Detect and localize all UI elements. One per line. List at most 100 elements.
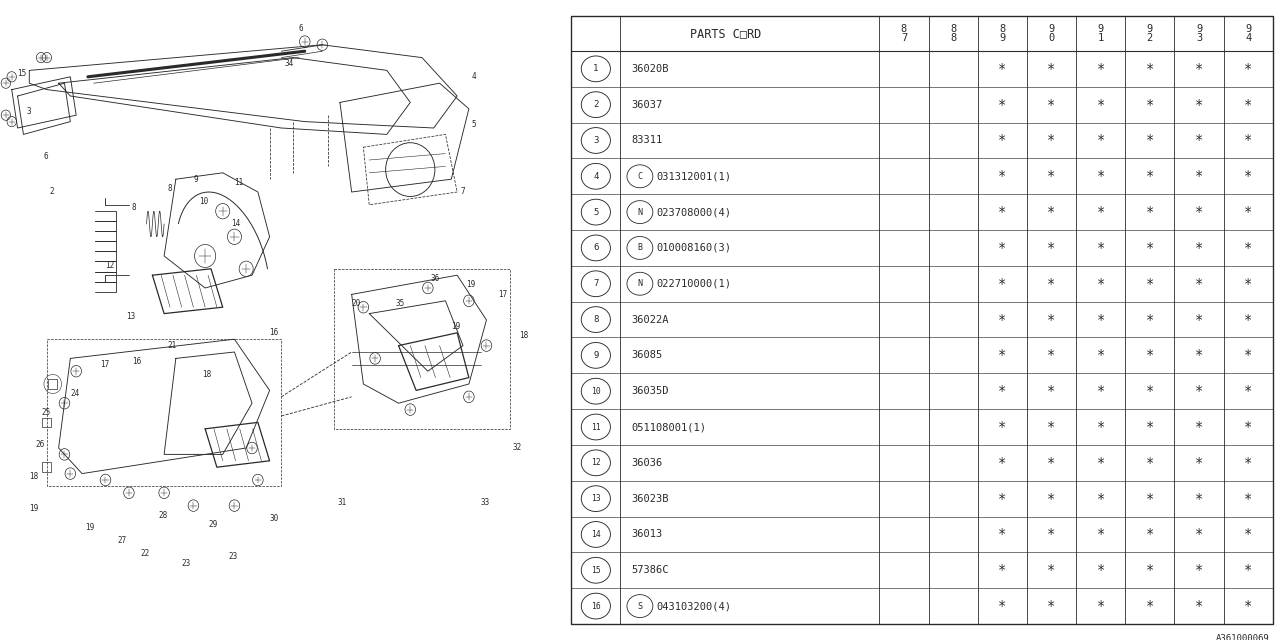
Text: 26: 26 xyxy=(35,440,45,449)
Text: 8: 8 xyxy=(901,24,908,34)
Text: *: * xyxy=(998,563,1006,577)
Text: 57386C: 57386C xyxy=(631,565,668,575)
Text: 36023B: 36023B xyxy=(631,493,668,504)
Text: 28: 28 xyxy=(159,511,168,520)
Text: *: * xyxy=(1194,312,1203,326)
Text: *: * xyxy=(1097,563,1105,577)
Text: *: * xyxy=(1146,98,1155,111)
Text: *: * xyxy=(998,98,1006,111)
Text: N: N xyxy=(637,207,643,216)
Text: *: * xyxy=(1047,98,1056,111)
Text: 18: 18 xyxy=(518,332,527,340)
Text: 11: 11 xyxy=(591,422,600,431)
Text: *: * xyxy=(998,348,1006,362)
Text: 9: 9 xyxy=(1245,24,1252,34)
Text: C: C xyxy=(637,172,643,180)
Text: *: * xyxy=(1047,527,1056,541)
Text: *: * xyxy=(1146,241,1155,255)
Text: N: N xyxy=(637,279,643,288)
Bar xyxy=(42,462,51,472)
Text: *: * xyxy=(1097,384,1105,398)
Text: 19: 19 xyxy=(466,280,475,289)
Text: *: * xyxy=(998,62,1006,76)
Text: *: * xyxy=(1097,492,1105,506)
Text: *: * xyxy=(998,492,1006,506)
Text: *: * xyxy=(1194,241,1203,255)
Text: 1: 1 xyxy=(593,65,599,74)
Text: 8: 8 xyxy=(1000,24,1005,34)
Text: *: * xyxy=(1194,420,1203,434)
Text: 4: 4 xyxy=(472,72,476,81)
Text: 4: 4 xyxy=(1245,33,1252,43)
Text: *: * xyxy=(1097,456,1105,470)
Text: 36022A: 36022A xyxy=(631,315,668,324)
Text: 2: 2 xyxy=(50,188,55,196)
Text: 13: 13 xyxy=(591,494,600,503)
Text: 4: 4 xyxy=(593,172,599,180)
Text: 36013: 36013 xyxy=(631,529,663,540)
Text: *: * xyxy=(1194,62,1203,76)
Text: *: * xyxy=(1097,241,1105,255)
Text: *: * xyxy=(1047,456,1056,470)
Text: 9: 9 xyxy=(593,351,599,360)
Text: 31: 31 xyxy=(337,498,347,507)
Text: *: * xyxy=(1097,348,1105,362)
Text: *: * xyxy=(1244,205,1252,219)
Text: 36035D: 36035D xyxy=(631,386,668,396)
Text: *: * xyxy=(1244,98,1252,111)
Text: 36036: 36036 xyxy=(631,458,663,468)
Text: 9: 9 xyxy=(1000,33,1005,43)
Text: A361000069: A361000069 xyxy=(1216,634,1270,640)
Text: 9: 9 xyxy=(1147,24,1153,34)
Text: *: * xyxy=(1244,456,1252,470)
Bar xyxy=(42,417,51,428)
Text: *: * xyxy=(1146,527,1155,541)
Text: *: * xyxy=(1047,492,1056,506)
Text: *: * xyxy=(1194,98,1203,111)
Text: 19: 19 xyxy=(29,504,38,513)
Text: *: * xyxy=(998,312,1006,326)
Text: *: * xyxy=(1146,170,1155,183)
Text: *: * xyxy=(1146,563,1155,577)
Text: *: * xyxy=(1047,563,1056,577)
Bar xyxy=(49,379,58,388)
Text: *: * xyxy=(1244,420,1252,434)
Text: 19: 19 xyxy=(452,322,461,331)
Text: *: * xyxy=(1194,456,1203,470)
Text: 031312001(1): 031312001(1) xyxy=(657,172,731,181)
Text: *: * xyxy=(998,420,1006,434)
Text: *: * xyxy=(1047,276,1056,291)
Text: 15: 15 xyxy=(591,566,600,575)
Text: 16: 16 xyxy=(270,328,279,337)
Text: *: * xyxy=(1146,420,1155,434)
Text: *: * xyxy=(1146,599,1155,613)
Text: S: S xyxy=(637,602,643,611)
Text: *: * xyxy=(1194,276,1203,291)
Text: 8: 8 xyxy=(593,315,599,324)
Text: *: * xyxy=(1047,384,1056,398)
Text: 17: 17 xyxy=(498,290,507,299)
Text: *: * xyxy=(1047,420,1056,434)
Text: 16: 16 xyxy=(591,602,600,611)
Text: 5: 5 xyxy=(593,207,599,216)
Text: *: * xyxy=(1146,384,1155,398)
Text: 9: 9 xyxy=(1097,24,1103,34)
Text: 023708000(4): 023708000(4) xyxy=(657,207,731,217)
Text: *: * xyxy=(998,241,1006,255)
Text: 18: 18 xyxy=(202,370,211,379)
Text: *: * xyxy=(1146,62,1155,76)
Text: 2: 2 xyxy=(1147,33,1153,43)
Text: *: * xyxy=(1146,348,1155,362)
Text: 7: 7 xyxy=(901,33,908,43)
Text: 30: 30 xyxy=(270,514,279,523)
Text: 36: 36 xyxy=(431,274,440,283)
Text: *: * xyxy=(1097,420,1105,434)
Text: 18: 18 xyxy=(29,472,38,481)
Text: *: * xyxy=(1047,241,1056,255)
Text: *: * xyxy=(1244,527,1252,541)
Text: *: * xyxy=(1146,205,1155,219)
Text: 0: 0 xyxy=(1048,33,1055,43)
Text: 8: 8 xyxy=(166,184,172,193)
Text: *: * xyxy=(1047,348,1056,362)
Text: *: * xyxy=(1097,599,1105,613)
